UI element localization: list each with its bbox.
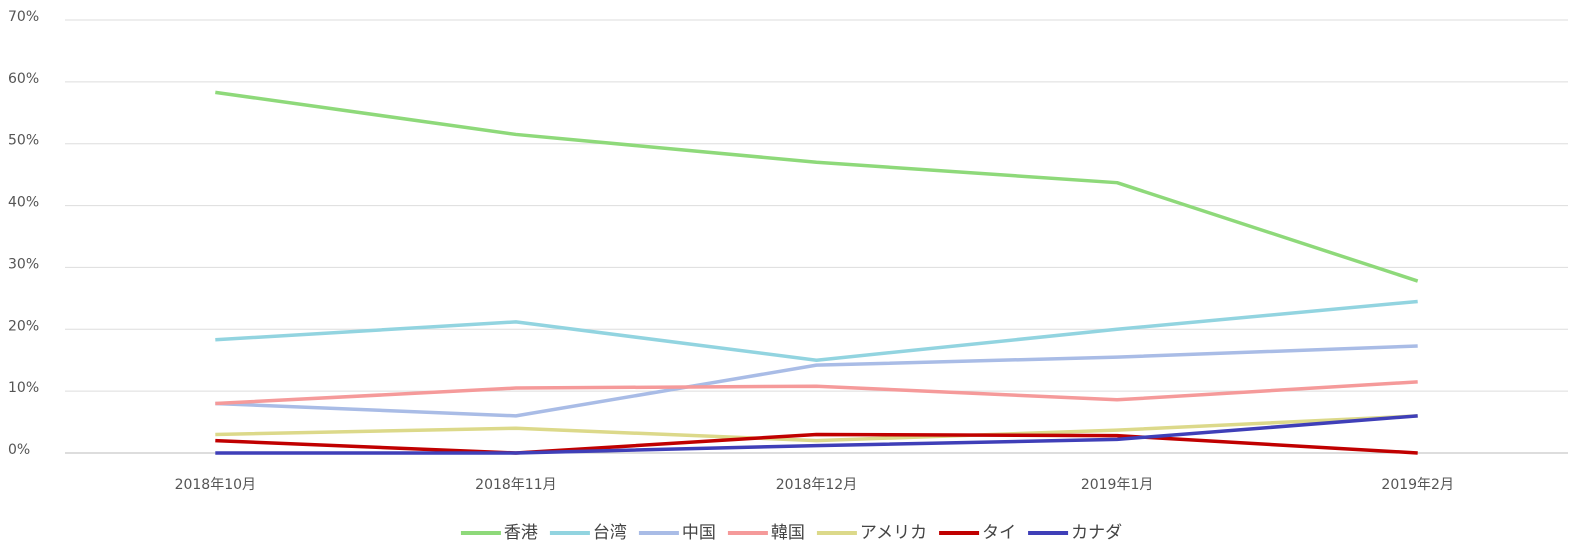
series-line	[215, 90, 1419, 283]
y-tick-label: 10%	[8, 380, 39, 396]
y-tick-label: 70%	[8, 9, 39, 25]
legend-text: アメリカ	[860, 523, 927, 543]
x-tick-label: 2019年1月	[1081, 477, 1154, 493]
series-line	[215, 432, 1418, 455]
legend-text: 台湾	[593, 523, 627, 543]
x-tick-label: 2018年12月	[776, 477, 857, 493]
y-tick-label: 30%	[8, 256, 39, 272]
legend-text: 香港	[504, 523, 538, 543]
y-tick-label: 40%	[8, 195, 39, 211]
series-line	[215, 414, 1418, 455]
y-tick-label: 50%	[8, 133, 39, 149]
x-tick-label: 2018年10月	[175, 477, 256, 493]
x-tick-label: 2019年2月	[1381, 477, 1454, 493]
series-line	[215, 380, 1418, 406]
series-line	[215, 299, 1418, 362]
y-tick-label: 60%	[8, 71, 39, 87]
legend-text: タイ	[982, 523, 1016, 543]
series-line	[215, 414, 1418, 443]
series-line	[215, 344, 1418, 418]
x-tick-label: 2018年11月	[475, 477, 556, 493]
legend-text: カナダ	[1071, 523, 1122, 543]
legend-text: 中国	[682, 523, 716, 543]
y-tick-label: 0%	[8, 442, 30, 458]
legend-text: 韓国	[771, 523, 805, 543]
y-tick-label: 20%	[8, 318, 39, 334]
